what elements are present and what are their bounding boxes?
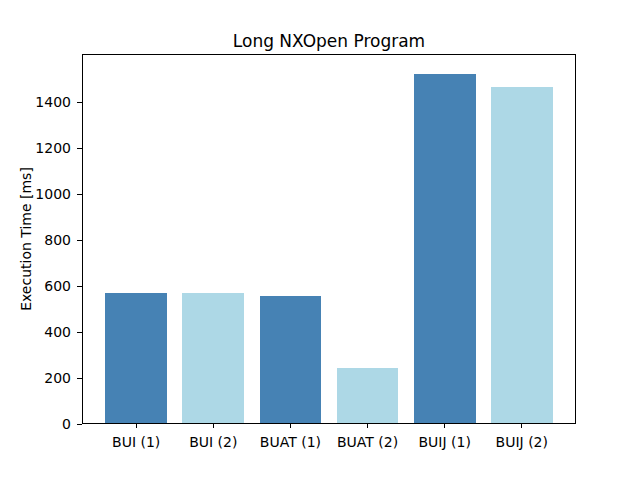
chart-title: Long NXOpen Program xyxy=(82,31,576,51)
x-tick-label: BUI (1) xyxy=(112,435,160,449)
x-tick-mark xyxy=(521,424,522,428)
y-tick-mark xyxy=(77,240,82,241)
y-tick-mark xyxy=(77,378,82,379)
x-tick-label: BUAT (2) xyxy=(337,435,398,449)
x-tick-mark xyxy=(290,424,291,428)
bar xyxy=(105,293,167,423)
x-tick-label: BUI (2) xyxy=(189,435,237,449)
y-tick-label: 800 xyxy=(11,233,71,247)
y-tick-label: 1000 xyxy=(11,187,71,201)
x-tick-label: BUAT (1) xyxy=(260,435,321,449)
y-tick-mark xyxy=(77,102,82,103)
bar xyxy=(337,368,399,423)
y-tick-label: 0 xyxy=(11,417,71,431)
bar-chart-figure: Long NXOpen Program Execution Time [ms] … xyxy=(0,0,640,480)
x-tick-mark xyxy=(367,424,368,428)
bar xyxy=(182,293,244,423)
bar xyxy=(414,74,476,423)
x-tick-mark xyxy=(136,424,137,428)
x-tick-label: BUIJ (2) xyxy=(496,435,548,449)
y-tick-mark xyxy=(77,148,82,149)
y-tick-label: 400 xyxy=(11,325,71,339)
y-tick-mark xyxy=(77,332,82,333)
y-tick-label: 600 xyxy=(11,279,71,293)
y-tick-label: 1400 xyxy=(11,95,71,109)
y-tick-mark xyxy=(77,194,82,195)
y-tick-label: 1200 xyxy=(11,141,71,155)
x-tick-label: BUIJ (1) xyxy=(418,435,470,449)
x-tick-mark xyxy=(213,424,214,428)
x-tick-mark xyxy=(444,424,445,428)
plot-area xyxy=(82,54,576,424)
y-tick-mark xyxy=(77,424,82,425)
y-tick-label: 200 xyxy=(11,371,71,385)
bar xyxy=(491,87,553,423)
bar xyxy=(260,296,322,423)
y-tick-mark xyxy=(77,286,82,287)
